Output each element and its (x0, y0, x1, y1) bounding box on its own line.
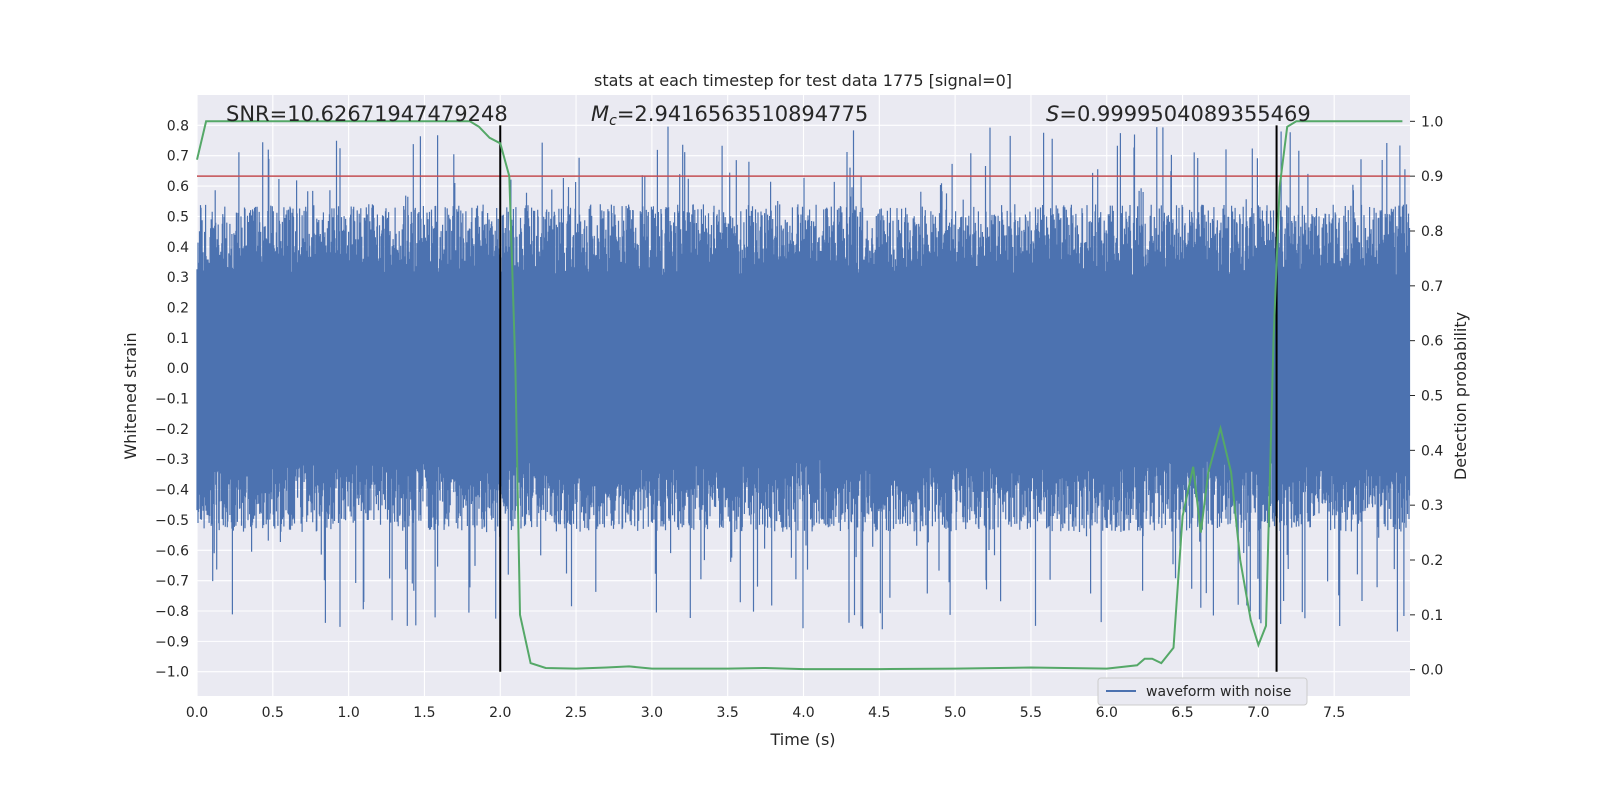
snr-annotation: SNR=10.62671947479248 (226, 102, 508, 126)
y2-tick-label: 0.7 (1421, 279, 1443, 295)
y-tick-label: −0.3 (155, 452, 189, 468)
x-tick-label: 7.0 (1247, 705, 1269, 721)
y-tick-label: 0.8 (167, 118, 189, 134)
y-axis-label: Whitened strain (121, 332, 140, 459)
legend: waveform with noise (1097, 677, 1308, 706)
y-tick-label: 0.5 (167, 209, 189, 225)
waveform-series (196, 126, 1411, 632)
x-tick-label: 2.0 (489, 705, 511, 721)
x-tick-label: 4.5 (868, 705, 890, 721)
x-tick-label: 5.5 (1020, 705, 1042, 721)
x-tick-label: 7.5 (1323, 705, 1345, 721)
x-tick-label: 6.5 (1171, 705, 1193, 721)
y-tick-label: −1.0 (155, 665, 189, 681)
y-tick-label: −0.4 (155, 483, 189, 499)
x-tick-label: 5.0 (944, 705, 966, 721)
y2-tick-label: 0.6 (1421, 334, 1443, 350)
overlay-layer (196, 120, 1410, 672)
x-axis-label: Time (s) (769, 730, 835, 749)
y-tick-label: 0.3 (167, 270, 189, 286)
y-tick-label: −0.9 (155, 634, 189, 650)
y-tick-label: −0.5 (155, 513, 189, 529)
y2-tick-label: 0.5 (1421, 389, 1443, 405)
y-tick-label: 0.2 (167, 300, 189, 316)
x-tick-label: 6.0 (1096, 705, 1118, 721)
y2-tick-label: 0.2 (1421, 553, 1443, 569)
waveform-trace (196, 126, 1411, 632)
y-tick-label: −0.7 (155, 574, 189, 590)
tick-labels: 0.0 0.5 1.0 1.5 2.0 2.5 3.0 3.5 4.0 4.5 5.0 5.5 6.0 6… (155, 114, 1443, 721)
chirp-mass-annotation: Mc=2.9416563510894775 (591, 102, 868, 129)
y2-tick-label: 0.8 (1421, 224, 1443, 240)
y2-tick-label: 1.0 (1421, 114, 1443, 130)
x-tick-label: 0.5 (262, 705, 284, 721)
y-tick-label: 0.0 (167, 361, 189, 377)
y2-tick-label: 0.1 (1421, 608, 1443, 624)
detection-probability-line (196, 120, 1403, 671)
y-tick-label: −0.8 (155, 604, 189, 620)
y-tick-label: 0.4 (167, 240, 189, 256)
x-tick-label: 0.0 (186, 705, 208, 721)
x-tick-label: 1.5 (413, 705, 435, 721)
x-tick-label: 2.5 (565, 705, 587, 721)
x-tick-label: 1.0 (337, 705, 359, 721)
y-tick-label: 0.6 (167, 179, 189, 195)
y-tick-label: −0.2 (155, 422, 189, 438)
y2-axis-label: Detection probability (1451, 312, 1470, 480)
y-tick-label: 0.7 (167, 149, 189, 165)
x-tick-label: 3.0 (641, 705, 663, 721)
y-tick-label: 0.1 (167, 331, 189, 347)
x-tick-label: 4.0 (792, 705, 814, 721)
y2-tick-label: 0.4 (1421, 443, 1443, 459)
legend-entry-waveform: waveform with noise (1146, 684, 1291, 700)
score-annotation: S=0.9999504089355469 (1046, 102, 1311, 126)
chart-title: stats at each timestep for test data 177… (594, 71, 1012, 90)
legend-box (1097, 677, 1308, 706)
y-tick-label: −0.6 (155, 543, 189, 559)
x-tick-label: 3.5 (717, 705, 739, 721)
y-tick-label: −0.1 (155, 392, 189, 408)
y2-tick-label: 0.0 (1421, 663, 1443, 679)
y2-tick-label: 0.3 (1421, 498, 1443, 514)
y2-tick-label: 0.9 (1421, 169, 1443, 185)
